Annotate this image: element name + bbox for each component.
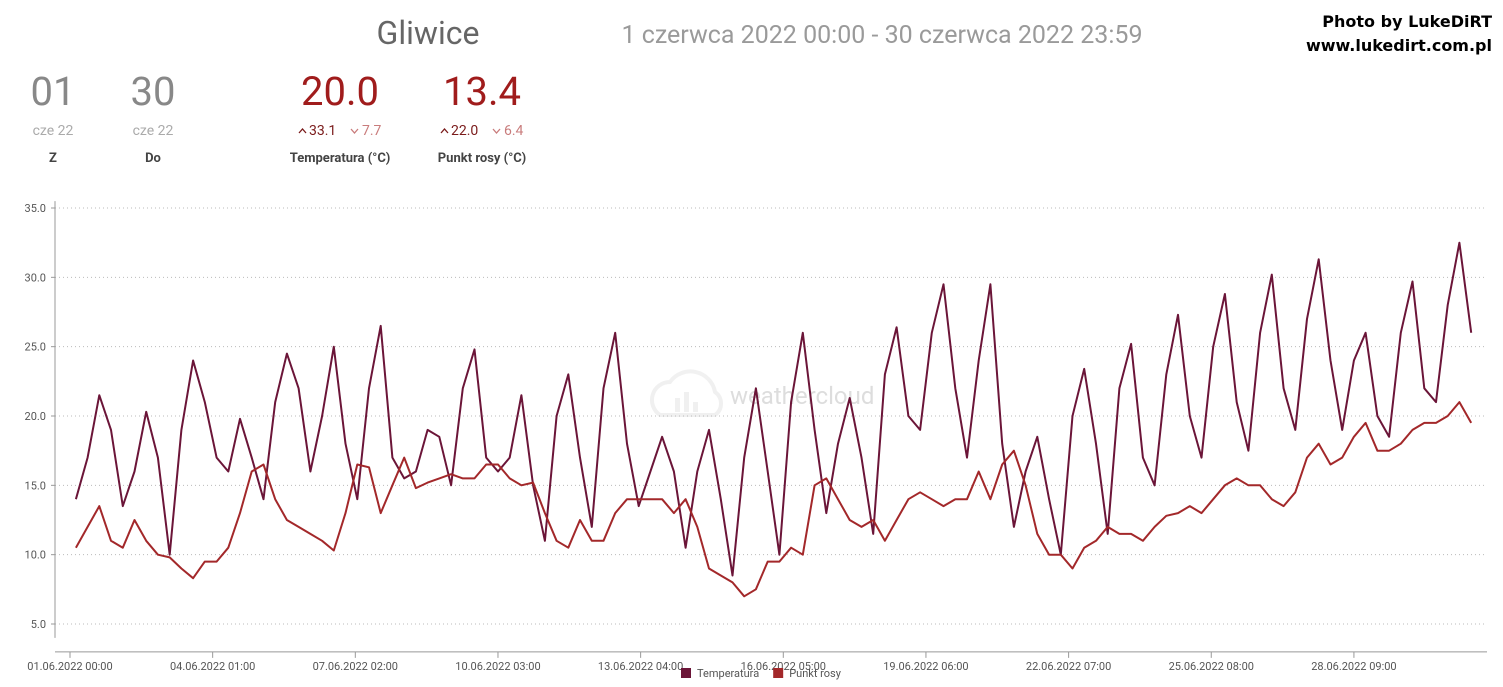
stat-value: 01 — [30, 68, 76, 115]
y-tick-label: 10.0 — [25, 549, 46, 562]
x-tick-label: 25.06.2022 08:00 — [1169, 660, 1254, 673]
stat-label: Punkt rosy (°C) — [437, 151, 527, 166]
x-tick-label: 28.06.2022 09:00 — [1311, 660, 1396, 673]
up-icon — [440, 128, 449, 134]
stat-high: 22.0 — [440, 123, 478, 139]
credit: www.lukedirt.com.pl — [1305, 36, 1492, 55]
down-icon — [492, 128, 501, 134]
x-tick-label: 07.06.2022 02:00 — [313, 660, 398, 673]
legend-label: Temperatura — [697, 667, 759, 680]
stat-value: 13.4 — [443, 68, 521, 115]
legend-swatch — [681, 668, 691, 678]
x-tick-label: 22.06.2022 07:00 — [1026, 660, 1111, 673]
stat-max: 22.0 — [451, 123, 479, 139]
y-tick-label: 20.0 — [25, 410, 46, 423]
watermark-icon — [649, 369, 723, 417]
stat-min: 7.7 — [362, 123, 382, 139]
legend-label: Punkt rosy — [789, 667, 842, 680]
stat-label: Z — [49, 151, 57, 166]
series-line — [75, 401, 1473, 598]
stat-min: 6.4 — [504, 123, 524, 139]
x-tick-label: 19.06.2022 06:00 — [883, 660, 968, 673]
stat-value: 20.0 — [301, 68, 379, 115]
credit: Photo by LukeDiRT — [1322, 12, 1492, 31]
stat-high: 33.1 — [298, 123, 336, 139]
x-tick-label: 16.06.2022 05:00 — [741, 660, 826, 673]
y-tick-label: 5.0 — [31, 618, 46, 631]
y-tick-label: 30.0 — [25, 271, 46, 284]
stat-max: 33.1 — [309, 123, 337, 139]
y-tick-label: 25.0 — [25, 341, 46, 354]
up-icon — [298, 128, 307, 134]
x-tick-label: 01.06.2022 00:00 — [27, 660, 112, 673]
stat-value: 30 — [130, 68, 176, 115]
stat-sub: cze 22 — [32, 123, 74, 139]
stat-label: Temperatura (°C) — [289, 151, 391, 166]
watermark: weathercloud — [730, 382, 874, 410]
x-tick-label: 13.06.2022 04:00 — [598, 660, 683, 673]
down-icon — [350, 128, 359, 134]
date-range: 1 czerwca 2022 00:00 - 30 czerwca 2022 2… — [621, 21, 1143, 50]
stat-low: 6.4 — [492, 123, 523, 139]
legend-swatch — [773, 668, 784, 678]
stat-label: Do — [145, 151, 161, 166]
series-line — [74, 241, 1473, 577]
x-tick-label: 04.06.2022 01:00 — [170, 660, 255, 673]
station-title: Gliwice — [376, 14, 480, 52]
stat-low: 7.7 — [350, 123, 381, 139]
y-tick-label: 15.0 — [25, 479, 46, 492]
x-tick-label: 10.06.2022 03:00 — [455, 660, 540, 673]
stat-sub: cze 22 — [132, 123, 174, 139]
y-tick-label: 35.0 — [25, 202, 46, 215]
